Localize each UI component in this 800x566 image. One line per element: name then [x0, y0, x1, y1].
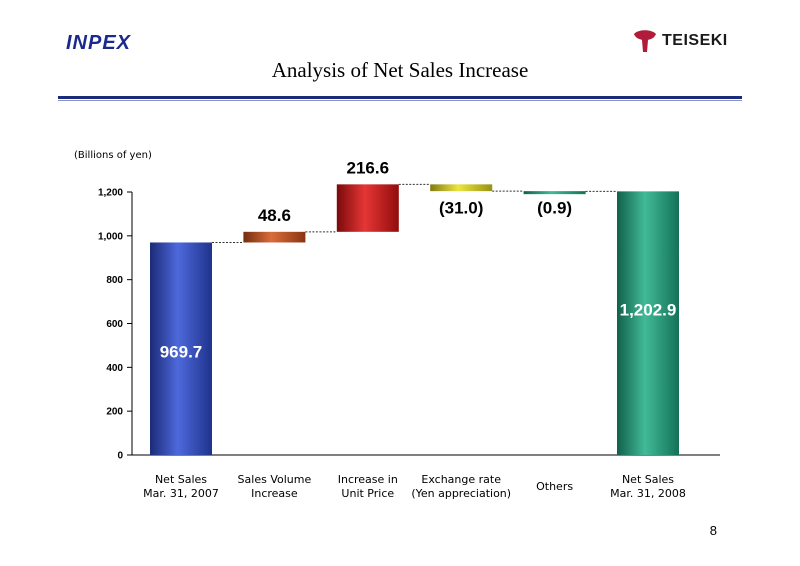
category-label: Increase: [251, 487, 298, 500]
category-label: Others: [536, 480, 573, 493]
category-label: Mar. 31, 2007: [143, 487, 219, 500]
value-label: (0.9): [537, 198, 572, 217]
category-label: Increase in: [338, 473, 398, 486]
category-label: Exchange rate: [421, 473, 501, 486]
category-label: Net Sales: [155, 473, 207, 486]
y-tick-label: 800: [106, 275, 123, 286]
teiseki-logo-text: TEISEKI: [662, 32, 728, 49]
category-label: Sales Volume: [238, 473, 312, 486]
bar-4: [523, 191, 586, 195]
bar-2: [336, 184, 399, 232]
inpex-logo: INPEX: [66, 32, 132, 54]
unit-label: (Billions of yen): [74, 150, 152, 161]
teiseki-logo-mark-icon: [634, 30, 656, 52]
category-label: Unit Price: [341, 487, 394, 500]
bar-3: [430, 184, 493, 192]
teiseki-logo: TEISEKI: [632, 28, 728, 54]
header-rule-thin: [58, 100, 742, 101]
y-tick-label: 1,200: [98, 188, 123, 199]
value-label: 216.6: [347, 158, 390, 177]
value-label: (31.0): [439, 198, 483, 217]
bar-1: [243, 231, 306, 243]
bar-5: [617, 191, 679, 455]
page-title: Analysis of Net Sales Increase: [271, 58, 529, 82]
value-label: 1,202.9: [620, 300, 677, 319]
category-label: (Yen appreciation): [411, 487, 511, 500]
y-tick-label: 200: [106, 407, 123, 418]
page-number: 8: [709, 523, 717, 538]
category-label: Mar. 31, 2008: [610, 487, 686, 500]
bar-0: [150, 242, 212, 455]
y-tick-label: 400: [106, 363, 123, 374]
y-tick-label: 0: [117, 451, 123, 462]
header-rule: [58, 96, 742, 99]
y-tick-label: 1,000: [98, 231, 123, 242]
value-label: 48.6: [258, 206, 291, 225]
category-label: Net Sales: [622, 473, 674, 486]
value-label: 969.7: [160, 342, 203, 361]
y-tick-label: 600: [106, 319, 123, 330]
